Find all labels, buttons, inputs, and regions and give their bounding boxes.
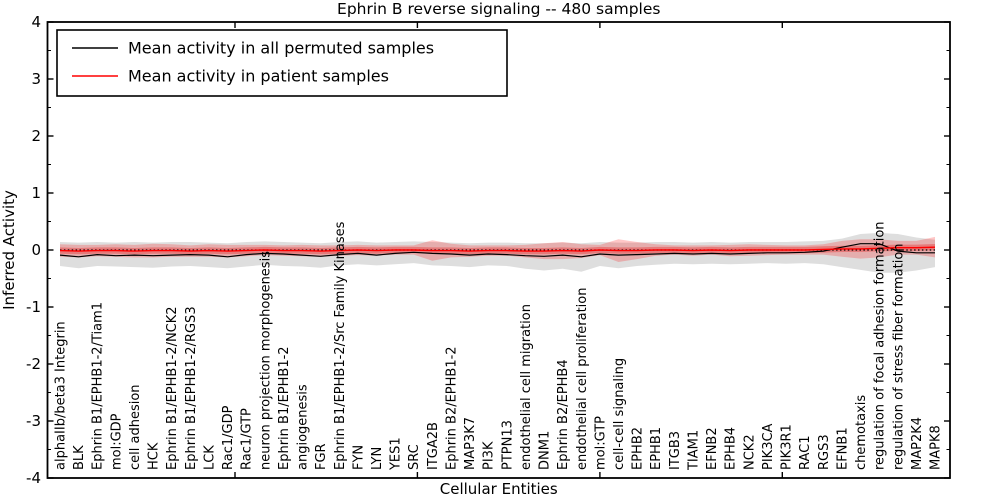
y-tick-label: -1 [26,298,41,316]
x-tick-label: DNM1 [538,431,553,470]
legend-box [56,29,508,97]
x-tick-label: TIAM1 [686,430,701,471]
x-tick-label: Ephrin B1/EPHB1-2/NCK2 [165,306,180,470]
x-tick-label: Ephrin B1/EPHB1-2/Src Family Kinases [333,221,348,470]
x-tick-label: Ephrin B1/EPHB1-2/RGS3 [184,306,199,470]
x-tick-label: HCK [147,442,162,470]
patient-band-inner [60,244,935,255]
x-tick-label: Ephrin B2/EPHB4 [556,359,571,470]
y-tick-label: -3 [26,412,41,430]
x-tick-label: ITGB3 [668,431,683,470]
x-tick-label: LCK [202,445,217,470]
x-tick-label: RAC1 [798,435,813,470]
x-tick-label: EPHB4 [724,427,739,470]
x-tick-label: FGR [314,443,329,470]
x-tick-label: LYN [370,447,385,470]
y-tick-label: -4 [26,469,41,487]
x-tick-label: mol:GTP [593,416,608,470]
x-tick-label: regulation of focal adhesion formation [873,221,888,470]
x-tick-label: MAP2K4 [910,417,925,470]
y-tick-label: 3 [31,70,41,88]
y-tick-label: 0 [31,241,41,259]
x-tick-label: BLK [72,445,87,470]
x-tick-label: Ephrin B2/EPHB1-2 [444,346,459,470]
x-tick-label: EPHB2 [631,427,646,470]
x-tick-label: endothelial cell migration [519,304,534,470]
x-tick-label: Ephrin B1/EPHB1-2/Tiam1 [91,302,106,470]
y-tick-label: -2 [26,355,41,373]
x-tick-label: neuron projection morphogenesis [258,251,273,470]
x-tick-label: PIK3R1 [780,424,795,470]
x-tick-label: PTPN13 [500,420,515,470]
x-tick-label: SRC [407,444,422,470]
x-tick-label: EFNB2 [705,427,720,470]
x-tick-label: PI3K [482,441,497,470]
x-tick-label: FYN [351,445,366,470]
chart-title: Ephrin B reverse signaling -- 480 sample… [337,0,660,18]
y-axis-label: Inferred Activity [0,190,18,310]
x-tick-label: EFNB1 [835,427,850,470]
x-tick-label: Rac1/GTP [240,408,255,470]
x-tick-label: cell-cell signaling [612,358,627,470]
x-tick-label: regulation of stress fiber formation [891,243,906,470]
permuted-mean-line [59,243,935,258]
y-tick-label: 4 [31,13,41,31]
y-tick-label: 1 [31,184,41,202]
x-tick-label: cell adhesion [128,384,143,470]
x-tick-label: alphaIIb/beta3 Integrin [54,321,69,470]
x-axis-label: Cellular Entities [440,480,558,498]
x-tick-label: endothelial cell proliferation [575,288,590,471]
x-tick-label: EPHB1 [649,427,664,470]
x-tick-label: chemotaxis [854,395,869,470]
legend-label: Mean activity in all permuted samples [128,39,434,58]
x-tick-label: Ephrin B1/EPHB1-2 [277,346,292,470]
legend-label: Mean activity in patient samples [128,67,389,86]
x-tick-label: YES1 [389,437,404,471]
x-tick-label: NCK2 [742,434,757,470]
x-tick-label: MAP3K7 [463,417,478,470]
y-tick-label: 2 [31,127,41,145]
patient-mean-line [59,246,936,252]
x-tick-label: ITGA2B [426,422,441,470]
permuted-band [60,232,935,273]
x-tick-label: angiogenesis [296,384,311,470]
x-tick-label: MAPK8 [929,425,944,470]
x-tick-label: RGS3 [817,434,832,470]
x-tick-label: mol:GDP [109,413,124,470]
x-tick-label: Rac1/GDP [221,405,236,470]
x-tick-label: PIK3CA [761,423,776,470]
